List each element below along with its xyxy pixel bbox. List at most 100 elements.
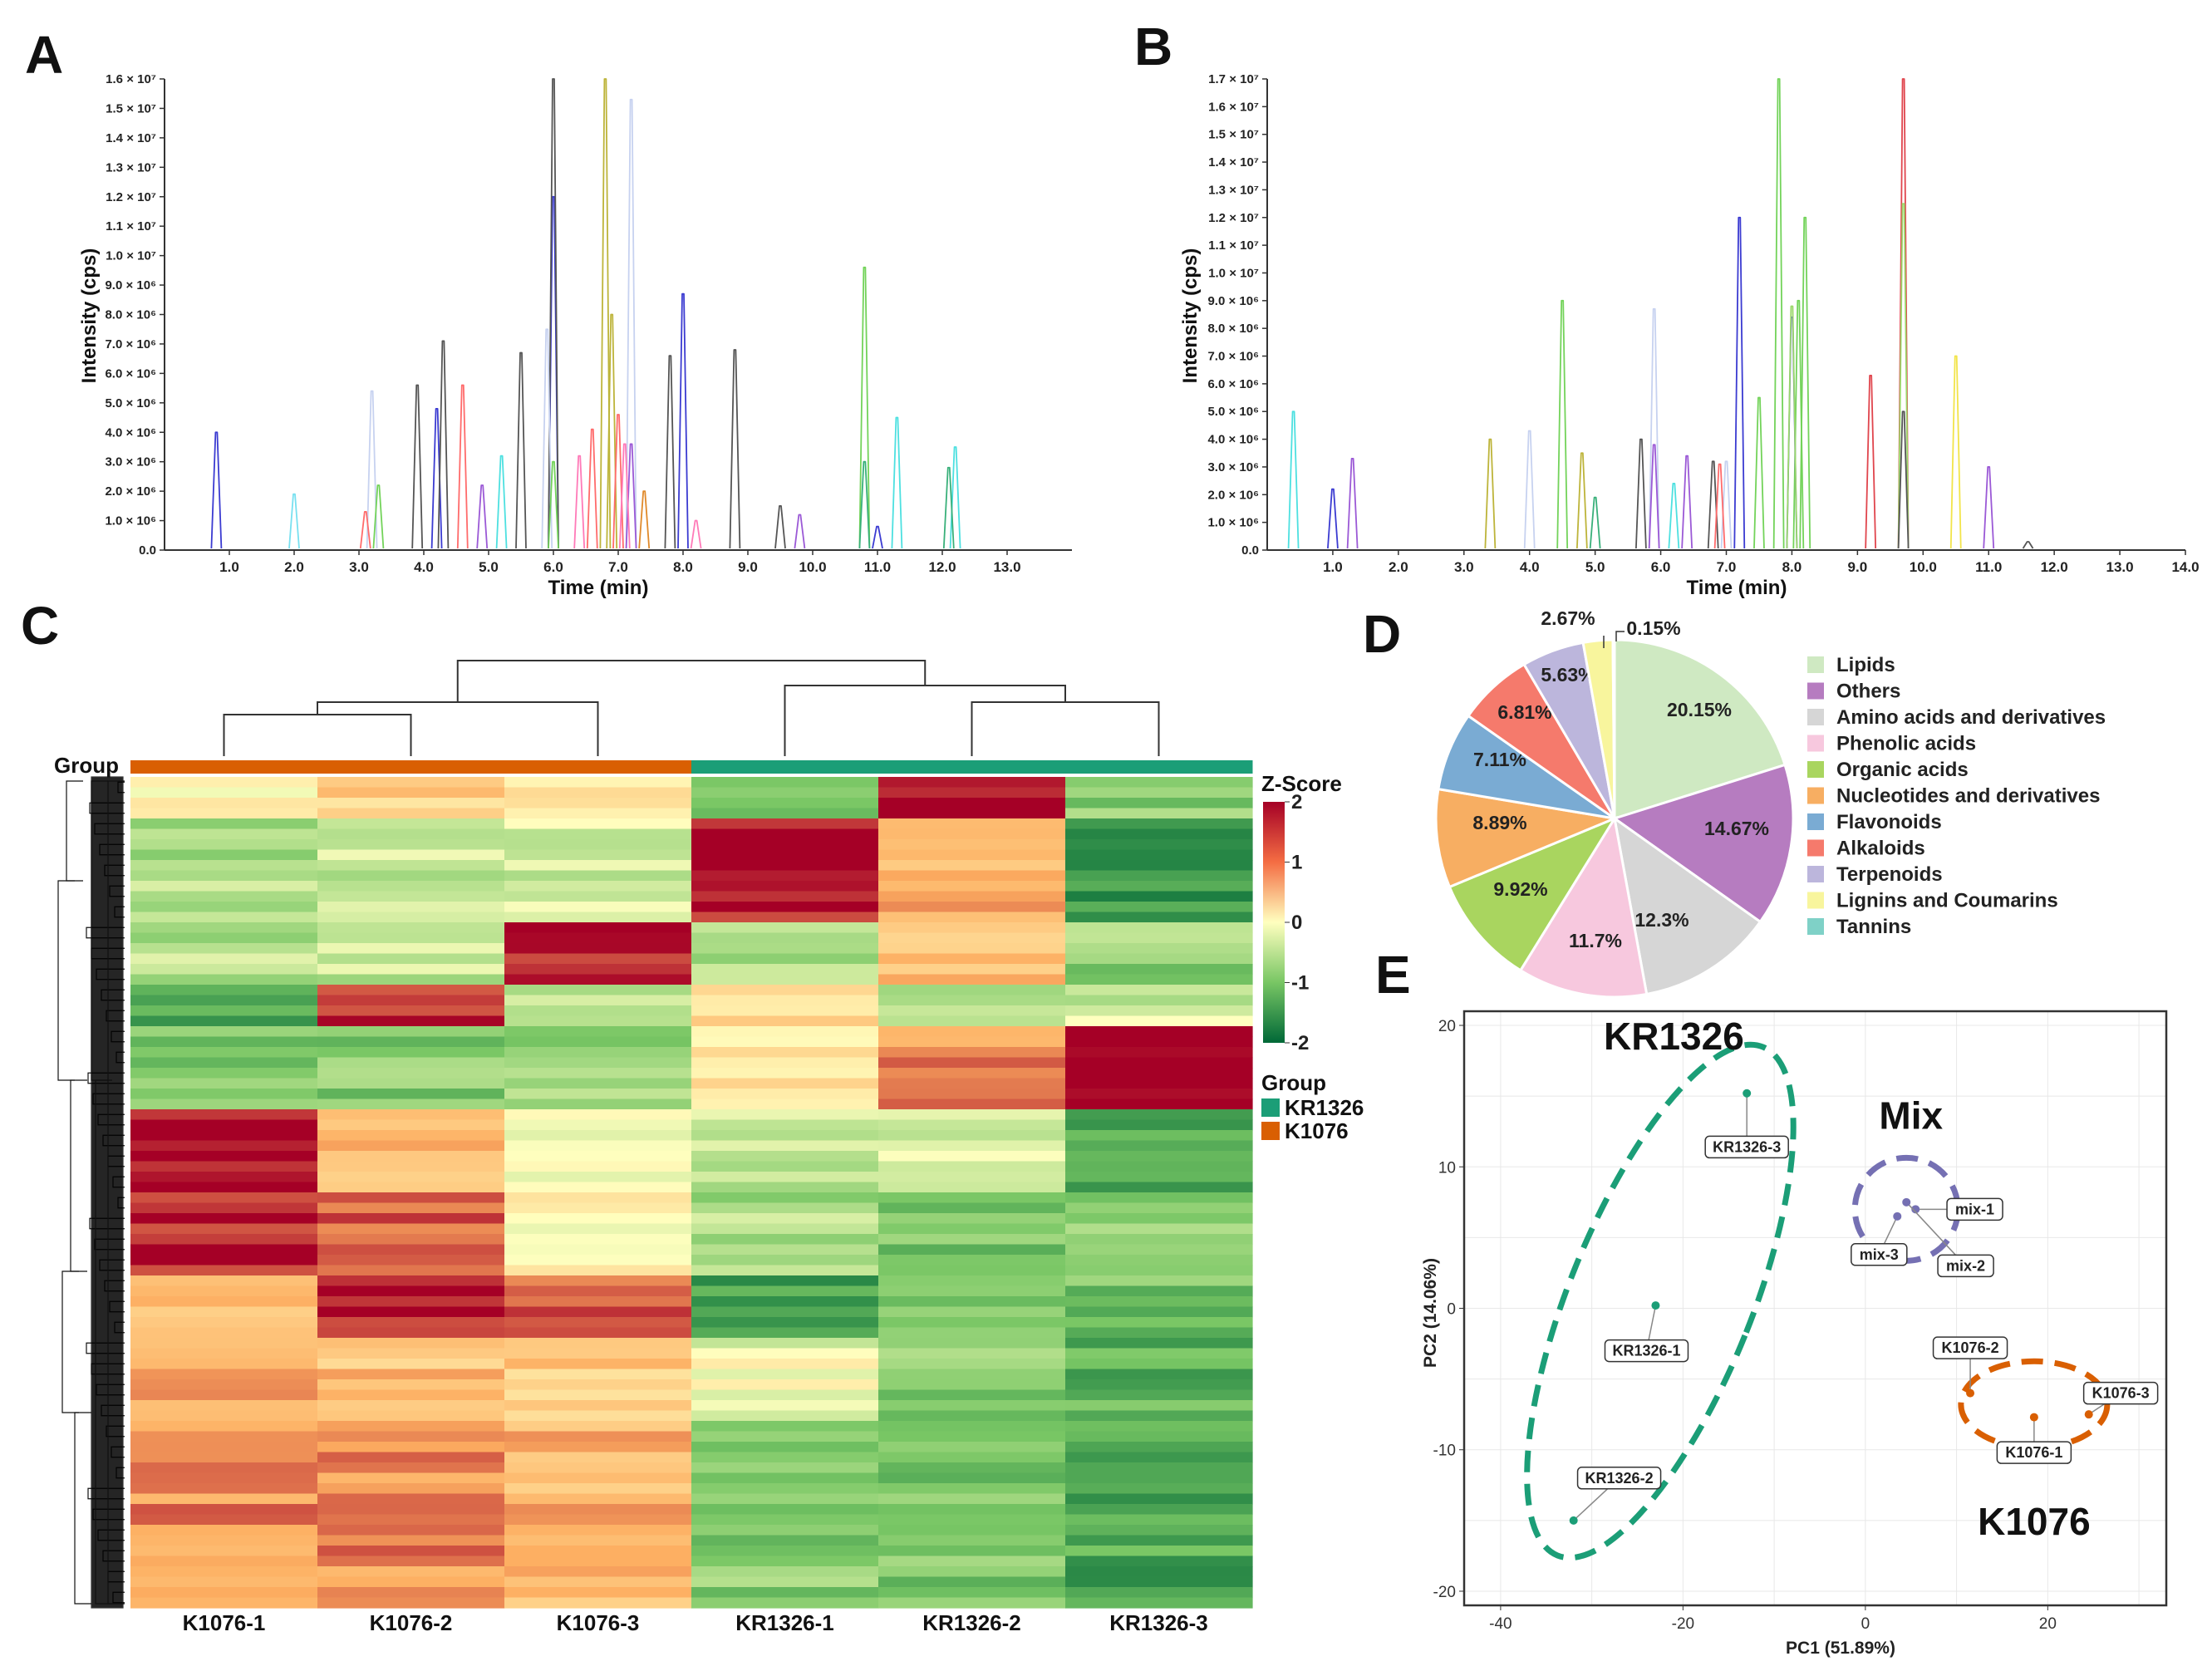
chromatogram-peak [599,78,612,549]
heatmap-cell [691,818,879,830]
heatmap-cell [691,1213,879,1225]
heatmap-cell [691,922,879,934]
heatmap-cell [504,1098,692,1110]
pie-slice-label: 7.11% [1473,749,1526,770]
heatmap-cell [130,932,318,944]
heatmap-cell [878,1327,1066,1339]
series-9 [1634,410,2034,549]
heatmap-cell [1065,1410,1253,1422]
heatmap-cell [878,932,1066,944]
heatmap-rows [130,777,1253,1609]
chromatogram-peak [1733,216,1746,549]
heatmap-cell [317,1119,505,1131]
heatmap-cell [130,1192,318,1204]
pca-point-label-box [1996,1441,2072,1464]
series-6 [1287,410,1680,549]
heatmap-cell [1065,1182,1253,1193]
heatmap-cell [317,1514,505,1526]
y-tick-label: 1.0 × 10⁷ [1208,266,1259,280]
heatmap-cell [878,1098,1066,1110]
heatmap-cell [130,828,318,840]
pie-legend-label: Alkaloids [1836,838,1925,860]
heatmap-cell [130,1327,318,1339]
heatmap-cell [317,1172,505,1183]
chromatogram-peak [606,313,618,549]
heatmap-cell [504,1005,692,1017]
dendrogram-branch [223,714,412,756]
heatmap-cell [504,1223,692,1235]
heatmap-cell [504,1130,692,1142]
heatmap-cell [130,1068,318,1079]
heatmap-cell [878,1255,1066,1266]
pca-point-label-box [1937,1254,1994,1278]
heatmap-cell [130,777,318,789]
heatmap-cell [130,1472,318,1484]
heatmap-cell [878,1452,1066,1463]
colorbar-tick-label: -1 [1291,972,1309,995]
heatmap-cell [691,1338,879,1349]
chromatogram-peak [2022,541,2034,549]
heatmap-cell [130,1389,318,1401]
heatmap-cell [317,1317,505,1329]
heatmap-cell [878,1369,1066,1380]
heatmap-cell [130,818,318,830]
group-bar-cell [317,760,505,774]
heatmap-cell [691,1556,879,1567]
y-tick-label: 6.0 × 10⁶ [1207,377,1259,391]
x-tick-label: 3.0 [1454,559,1474,575]
heatmap-cell [504,1535,692,1546]
heatmap-cell [1065,1535,1253,1546]
legend-label: KR1326 [1285,1095,1364,1120]
heatmap-cell [878,1442,1066,1453]
heatmap-column-label: KR1326-3 [1109,1610,1208,1635]
heatmap-cell [317,1161,505,1172]
row-branch [95,1079,112,1605]
heatmap-cell [504,1296,692,1308]
heatmap-cell [1065,1389,1253,1401]
pie-slice-label: 6.81% [1497,701,1551,723]
heatmap-cell [504,922,692,934]
y-tick-label: 1.5 × 10⁷ [106,101,156,115]
heatmap-cell [1065,1255,1253,1266]
heatmap-cell [1065,1296,1253,1308]
pie-slice-label: 2.67% [1541,607,1595,629]
heatmap-cell [691,1359,879,1370]
heatmap-cell [1065,849,1253,861]
x-tick-label: 4.0 [414,559,434,575]
x-tick-label: 10.0 [799,559,826,575]
heatmap-cell [317,912,505,923]
heatmap-cell [1065,1327,1253,1339]
heatmap-cell [1065,1338,1253,1349]
heatmap-cell [504,1514,692,1526]
heatmap-cell [504,1234,692,1246]
heatmap-cell [317,1379,505,1391]
heatmap-cell [691,1182,879,1193]
heatmap-cell [878,974,1066,985]
pca-x-tick-label: 0 [1861,1615,1870,1633]
pie-slice [1518,814,1649,999]
heatmap-cell [691,1421,879,1433]
heatmap-cell [130,1172,318,1183]
pie-legend-label: Flavonoids [1836,811,1942,833]
series-5 [1949,355,1962,549]
heatmap-cell [130,1026,318,1038]
pie-legend-swatch [1807,866,1824,882]
heatmap-cell [691,1493,879,1505]
heatmap-cell [1065,953,1253,965]
heatmap-cell [130,1015,318,1027]
legend-label: K1076 [1285,1118,1349,1143]
x-tick-label: 11.0 [864,559,891,575]
y-tick-label: 4.0 × 10⁶ [1207,433,1259,447]
heatmap-cell [691,974,879,985]
pca-point-label-box [1946,1197,2003,1221]
heatmap-cell [504,849,692,861]
heatmap-cell [130,1057,318,1069]
column-dendrogram [223,660,1160,756]
heatmap-cell [1065,1546,1253,1557]
pie-slice-label: 0.15% [1626,617,1680,639]
heatmap-cell [317,1213,505,1225]
heatmap-cell [878,922,1066,934]
heatmap-cell [1065,1493,1253,1505]
heatmap-cell [691,1119,879,1131]
pca-point-label: KR1326-3 [1713,1138,1781,1155]
